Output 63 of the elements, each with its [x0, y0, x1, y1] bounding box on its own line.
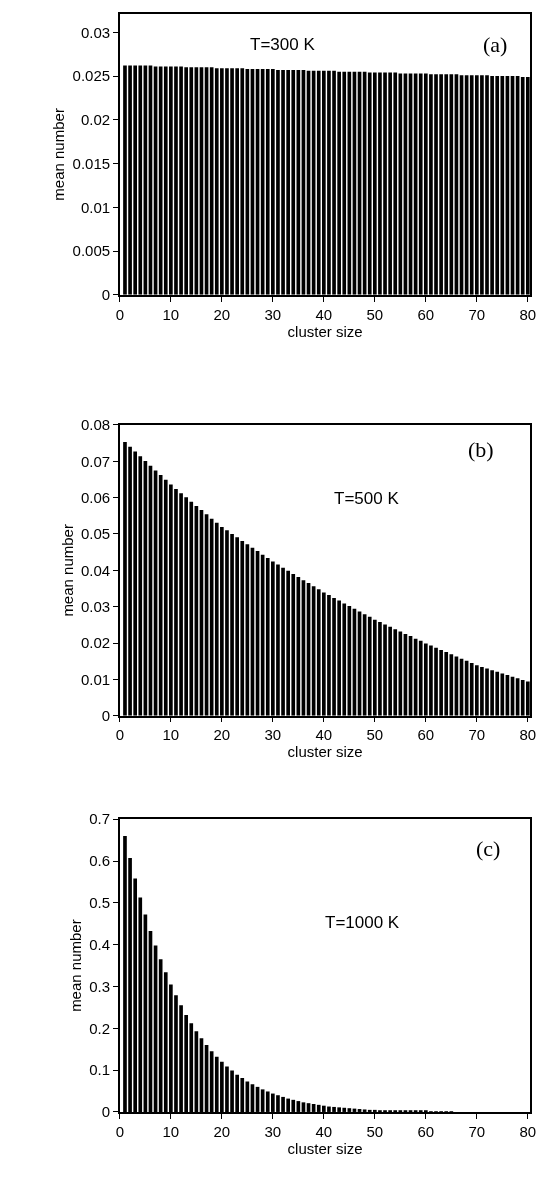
y-tick-label: 0.1 [89, 1061, 111, 1079]
annotation: (a) [483, 32, 508, 57]
x-tick-label: 40 [315, 726, 333, 744]
y-axis-title: mean number [58, 524, 76, 617]
x-tick-label: 50 [366, 305, 384, 323]
y-tick-label: 0.01 [80, 670, 111, 688]
y-tick-label: 0.03 [80, 597, 111, 615]
x-tick-label: 0 [115, 726, 125, 744]
x-tick-label: 10 [162, 305, 180, 323]
y-tick-label: 0.015 [72, 154, 111, 172]
x-tick-label: 60 [417, 1122, 435, 1140]
y-tick-label: 0.7 [89, 810, 111, 828]
x-axis-title: cluster size [287, 322, 363, 340]
annotation: T=300 K [250, 35, 316, 54]
y-tick-label: 0.4 [89, 935, 111, 953]
x-tick-label: 40 [315, 305, 333, 323]
y-axis-title: mean number [67, 919, 85, 1012]
y-tick-label: 0.5 [89, 894, 111, 912]
x-tick-label: 50 [366, 726, 384, 744]
annotation: T=1000 K [325, 913, 400, 932]
y-tick-label: 0 [101, 286, 111, 304]
y-tick-label: 0.02 [80, 111, 111, 129]
x-tick-label: 50 [366, 1122, 384, 1140]
x-tick-label: 80 [519, 305, 537, 323]
x-tick-label: 70 [468, 305, 486, 323]
x-tick-label: 20 [213, 305, 231, 323]
y-axis-title: mean number [50, 108, 68, 201]
y-tick-label: 0.07 [80, 452, 111, 470]
y-tick-label: 0.025 [72, 67, 111, 85]
y-tick-label: 0.02 [80, 634, 111, 652]
x-tick-label: 80 [519, 1122, 537, 1140]
x-tick-label: 30 [264, 1122, 282, 1140]
y-tick-label: 0.01 [80, 198, 111, 216]
annotation: (b) [468, 437, 494, 462]
y-tick-label: 0 [101, 1103, 111, 1121]
x-tick-label: 10 [162, 1122, 180, 1140]
annotation: T=500 K [334, 489, 400, 508]
y-tick-label: 0.06 [80, 488, 111, 506]
y-tick-label: 0.3 [89, 977, 111, 995]
x-tick-label: 0 [115, 305, 125, 323]
x-tick-label: 20 [213, 726, 231, 744]
y-tick-label: 0.6 [89, 852, 111, 870]
x-tick-label: 30 [264, 305, 282, 323]
x-tick-label: 60 [417, 305, 435, 323]
x-tick-label: 20 [213, 1122, 231, 1140]
y-tick-label: 0.2 [89, 1019, 111, 1037]
x-tick-label: 10 [162, 726, 180, 744]
x-tick-label: 0 [115, 1122, 125, 1140]
x-tick-label: 60 [417, 726, 435, 744]
x-tick-label: 80 [519, 726, 537, 744]
y-tick-label: 0.005 [72, 242, 111, 260]
y-tick-label: 0 [101, 706, 111, 724]
y-tick-label: 0.05 [80, 525, 111, 543]
x-tick-label: 40 [315, 1122, 333, 1140]
y-tick-label: 0.03 [80, 23, 111, 41]
x-tick-label: 70 [468, 726, 486, 744]
x-axis-title: cluster size [287, 1139, 363, 1157]
y-tick-label: 0.04 [80, 561, 111, 579]
annotation: (c) [476, 836, 501, 861]
x-axis-title: cluster size [287, 743, 363, 761]
y-tick-label: 0.08 [80, 416, 111, 434]
x-tick-label: 70 [468, 1122, 486, 1140]
x-tick-label: 30 [264, 726, 282, 744]
